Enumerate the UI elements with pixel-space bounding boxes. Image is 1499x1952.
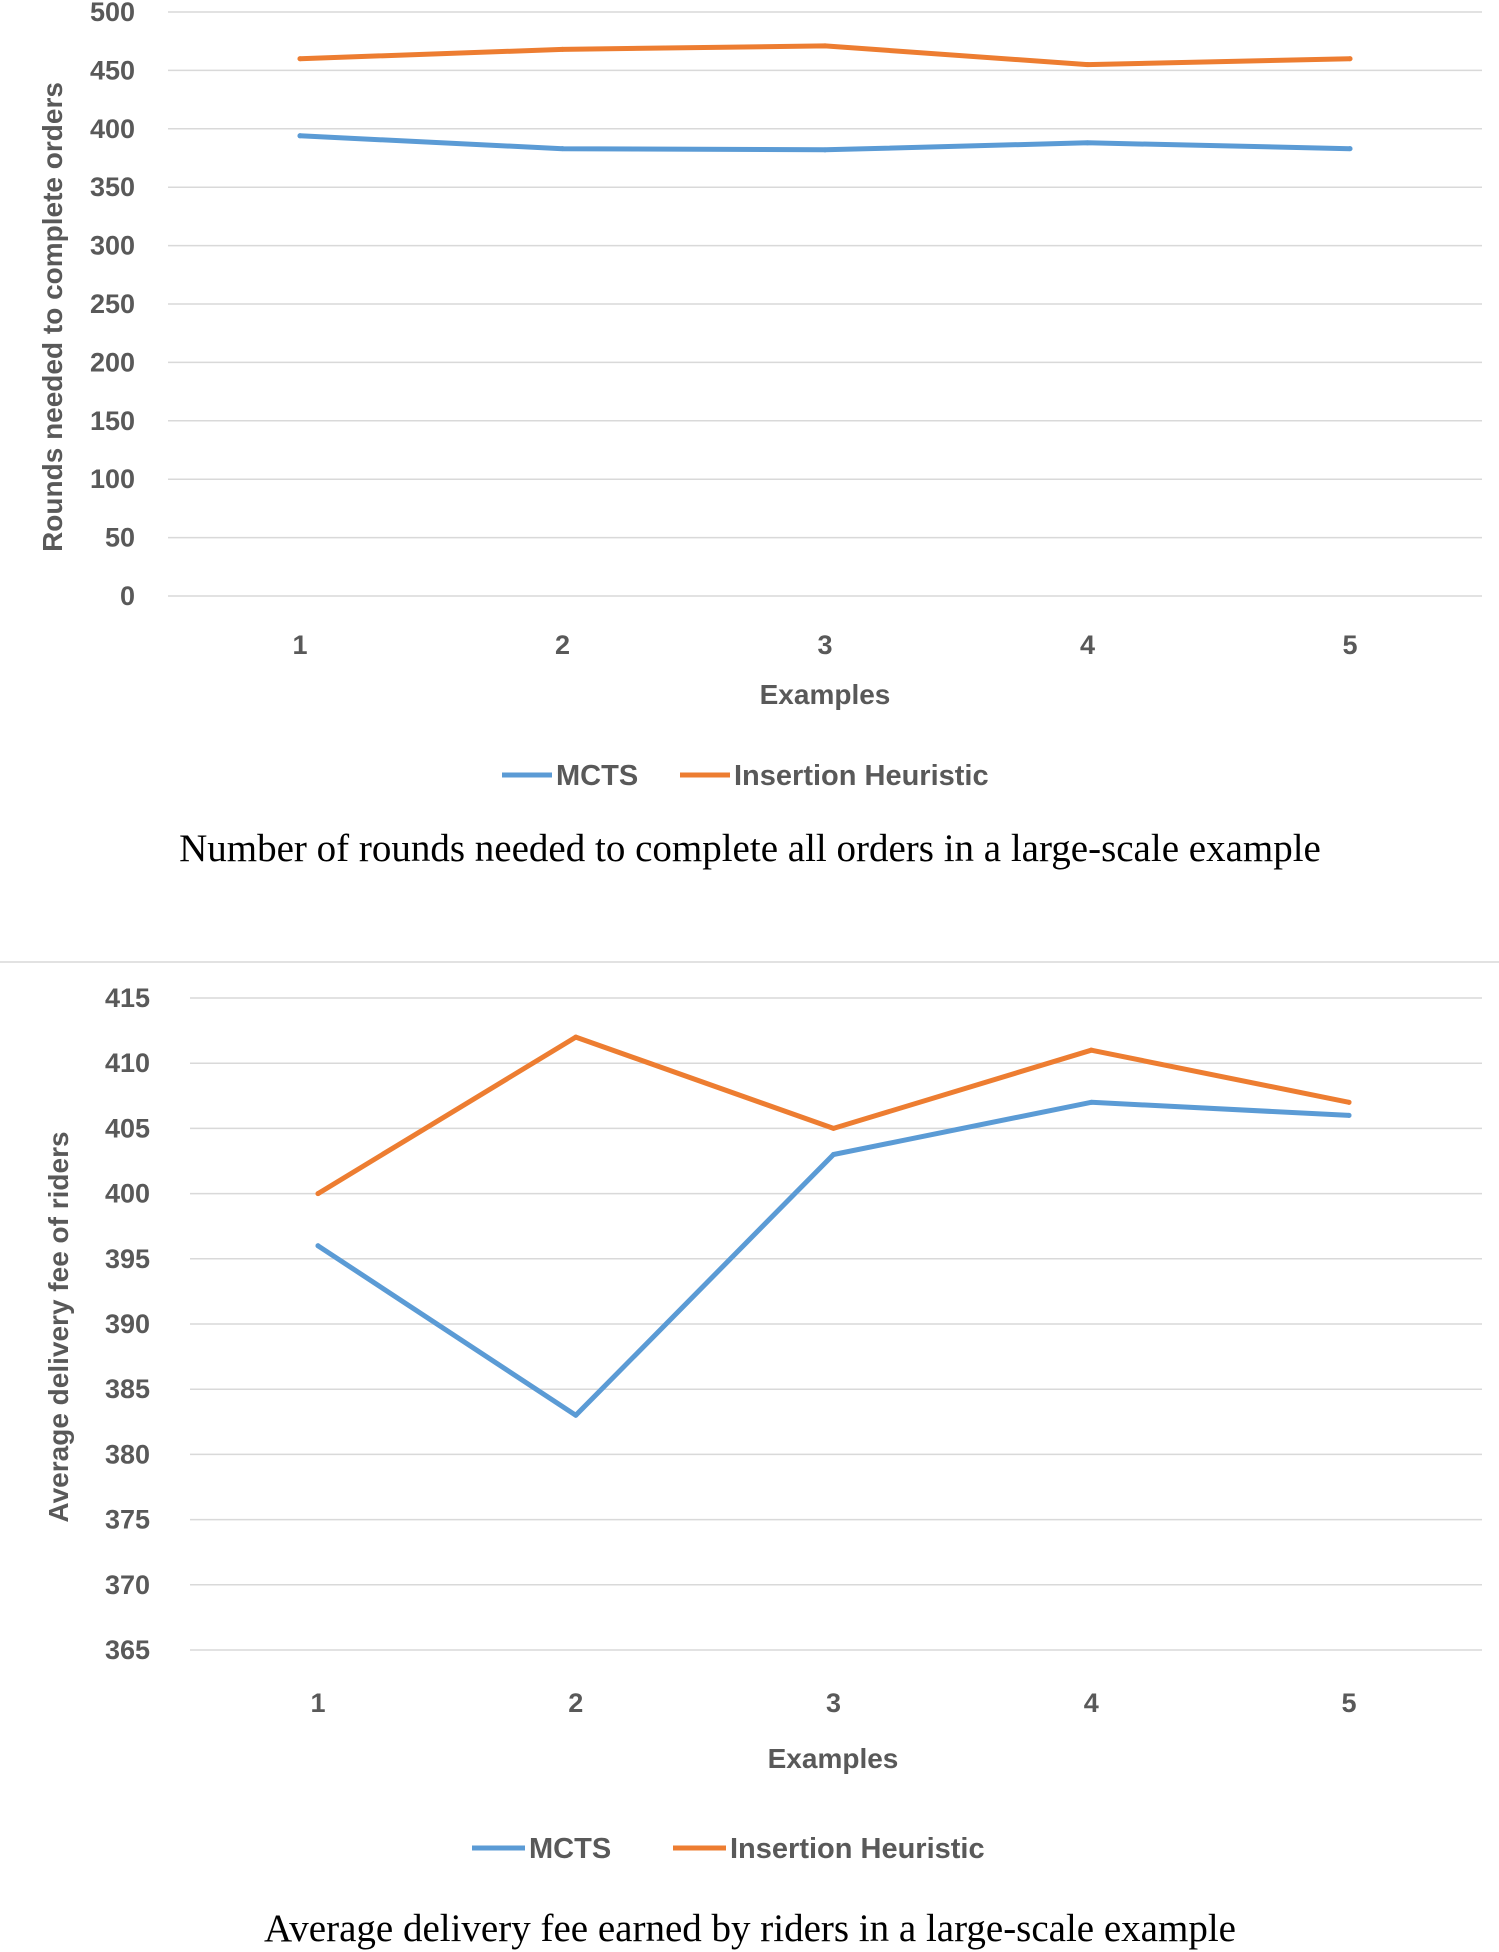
rounds-series — [297, 43, 1353, 153]
fee-y-tick-label: 410 — [105, 1048, 150, 1078]
rounds-series-insertion-point — [822, 43, 828, 49]
fee-series-mcts-point — [315, 1243, 321, 1249]
rounds-series-mcts-point — [1085, 140, 1090, 146]
fee-y-tick-label: 415 — [105, 983, 150, 1013]
rounds-series-insertion-point — [1085, 62, 1090, 68]
rounds-y-tick-label: 400 — [90, 114, 135, 144]
rounds-y-tick-label: 250 — [90, 289, 135, 319]
fee-series-mcts-point — [1088, 1099, 1094, 1105]
rounds-x-tick-label: 5 — [1342, 630, 1357, 660]
rounds-x-tick-label: 1 — [292, 630, 307, 660]
fee-series-mcts-point — [831, 1151, 836, 1157]
fee-x-ticks: 1 2 3 4 5 — [310, 1688, 1356, 1718]
rounds-caption: Number of rounds needed to complete all … — [179, 827, 1321, 870]
fee-series-insertion-point — [315, 1191, 321, 1197]
rounds-series-mcts-point — [1347, 146, 1353, 152]
rounds-x-tick-label: 4 — [1080, 630, 1095, 660]
fee-y-tick-label: 390 — [105, 1309, 150, 1339]
fee-y-tick-label: 370 — [105, 1570, 150, 1600]
fee-y-tick-label: 405 — [105, 1113, 150, 1143]
rounds-y-tick-label: 450 — [90, 55, 135, 85]
rounds-y-axis-title: Rounds needed to complete orders — [37, 82, 68, 552]
rounds-series-mcts-point — [560, 146, 565, 152]
rounds-x-axis-title: Examples — [760, 679, 891, 710]
fee-caption: Average delivery fee earned by riders in… — [264, 1907, 1236, 1950]
fee-legend-mcts-label: MCTS — [529, 1833, 611, 1865]
fee-legend: MCTS Insertion Heuristic — [472, 1833, 985, 1865]
fee-x-tick-label: 1 — [310, 1688, 325, 1718]
fee-series-insertion-point — [1088, 1047, 1094, 1053]
rounds-x-tick-label: 2 — [555, 630, 570, 660]
rounds-series-insertion-point — [560, 46, 565, 52]
fee-y-tick-label: 365 — [105, 1635, 150, 1665]
fee-series-insertion-line — [315, 1034, 1352, 1197]
rounds-y-tick-label: 0 — [120, 581, 135, 611]
rounds-x-tick-label: 3 — [817, 630, 832, 660]
rounds-series-insertion-point — [297, 56, 303, 62]
fee-series-insertion-point — [1346, 1099, 1352, 1105]
fee-series-mcts-point — [1346, 1112, 1352, 1118]
fee-series-insertion-point — [573, 1034, 579, 1040]
rounds-gridlines — [168, 11, 1482, 597]
rounds-y-tick-label: 100 — [90, 464, 135, 494]
fee-x-axis-title: Examples — [768, 1743, 899, 1774]
rounds-series-insertion-point — [1347, 56, 1353, 62]
fee-y-tick-label: 385 — [105, 1374, 150, 1404]
rounds-y-tick-label: 150 — [90, 406, 135, 436]
rounds-series-insertion-line — [297, 43, 1353, 68]
fee-series-insertion-point — [831, 1125, 836, 1131]
fee-x-tick-label: 5 — [1341, 1688, 1356, 1718]
fee-series — [315, 1034, 1352, 1418]
rounds-legend-insertion-label: Insertion Heuristic — [734, 760, 989, 792]
fee-legend-insertion-label: Insertion Heuristic — [730, 1833, 985, 1865]
fee-x-tick-label: 2 — [568, 1688, 583, 1718]
fee-y-axis-title: Average delivery fee of riders — [43, 1131, 74, 1522]
fee-y-tick-label: 375 — [105, 1505, 150, 1535]
rounds-x-ticks: 1 2 3 4 5 — [292, 630, 1357, 660]
fee-gridlines — [190, 997, 1482, 1651]
fee-series-mcts-point — [573, 1412, 579, 1418]
rounds-series-mcts-point — [822, 147, 828, 153]
rounds-y-ticks: 0 50 100 150 200 250 300 350 400 450 500 — [90, 0, 135, 611]
fee-x-tick-label: 3 — [826, 1688, 841, 1718]
rounds-y-tick-label: 350 — [90, 172, 135, 202]
fee-y-ticks: 365 370 375 380 385 390 395 400 405 410 415 — [105, 983, 150, 1665]
rounds-y-tick-label: 50 — [105, 523, 135, 553]
rounds-legend-mcts-label: MCTS — [556, 760, 638, 792]
fee-y-tick-label: 400 — [105, 1179, 150, 1209]
rounds-y-tick-label: 300 — [90, 231, 135, 261]
rounds-y-tick-label: 500 — [90, 0, 135, 27]
fee-x-tick-label: 4 — [1084, 1688, 1099, 1718]
rounds-y-tick-label: 200 — [90, 347, 135, 377]
rounds-legend: MCTS Insertion Heuristic — [502, 760, 989, 792]
fee-y-tick-label: 395 — [105, 1244, 150, 1274]
rounds-series-mcts-point — [297, 133, 303, 139]
fee-y-tick-label: 380 — [105, 1439, 150, 1469]
rounds-chart: 0 50 100 150 200 250 300 350 400 450 500 1 2 3 4 5 Exa… — [37, 0, 1482, 870]
